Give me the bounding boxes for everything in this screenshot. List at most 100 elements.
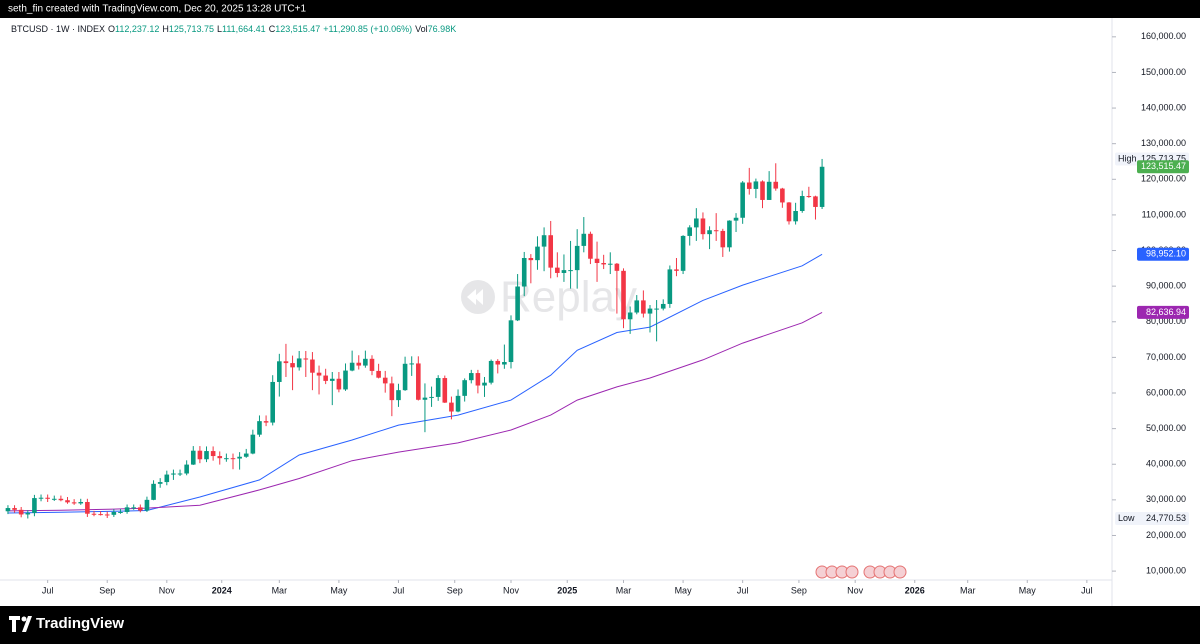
candle-body — [601, 262, 606, 265]
y-tick-label: 50,000.00 — [1146, 423, 1186, 433]
candle-body — [654, 308, 659, 310]
candle-body — [475, 373, 481, 386]
candle-body — [515, 286, 520, 321]
candle-body — [32, 498, 37, 514]
candle-body — [157, 482, 163, 484]
x-tick-label: Jul — [1081, 585, 1093, 595]
candle-body — [416, 363, 421, 400]
ohlc-value: 111,664.41 — [222, 24, 266, 34]
candle-body — [369, 358, 375, 371]
candle-body — [449, 402, 454, 412]
x-tick-label: Mar — [616, 585, 632, 595]
candle-body — [349, 362, 355, 371]
brand-icon-dot — [21, 616, 27, 622]
ohlc-key: H — [162, 24, 169, 34]
ohlc-value: 125,713.75 — [169, 24, 214, 34]
candle-body — [171, 473, 176, 475]
candle-body — [376, 370, 381, 378]
candle-body — [581, 233, 587, 246]
x-tick-label: Nov — [847, 585, 864, 595]
credit: seth_fin created with TradingView.com, D… — [8, 4, 306, 15]
candle-body — [694, 218, 699, 228]
candle-body — [164, 474, 170, 483]
price-marker-box — [1137, 305, 1189, 319]
candle-body — [296, 358, 302, 368]
candle-body — [806, 196, 812, 198]
ohlc-value: 123,515.47 — [275, 24, 320, 34]
candle-body — [204, 451, 209, 460]
x-tick-label: Sep — [99, 585, 115, 595]
candle-body — [614, 263, 620, 271]
chart-area — [0, 18, 1200, 606]
y-tick-label: 80,000.00 — [1146, 316, 1186, 326]
candle-body — [773, 181, 779, 189]
candle-body — [409, 363, 415, 365]
candle-body — [402, 363, 408, 391]
candle-body — [627, 312, 633, 320]
change: +11,290.85 (+10.06%) — [323, 24, 412, 34]
price-marker-label: 24,770.53 — [1146, 513, 1186, 523]
price-marker-label: 125,713.75 — [1141, 153, 1186, 163]
plot: 10,000.00 20,000.00 30,000.00 40,000.00 50,0… — [5, 31, 1189, 595]
brand-logo — [9, 616, 32, 632]
y-tick-label: 110,000.00 — [1142, 209, 1186, 219]
y-tick-label: 30,000.00 — [1146, 494, 1186, 504]
x-tick-label: May — [675, 585, 693, 595]
candle-body — [257, 421, 262, 435]
candle-body — [687, 227, 693, 236]
candle-body — [502, 362, 507, 365]
candle-body — [634, 300, 640, 313]
candle-body — [680, 235, 686, 271]
top-bar — [0, 0, 1200, 18]
candle-body — [720, 230, 726, 248]
candle-body — [85, 501, 90, 514]
x-tick-label: Nov — [159, 585, 176, 595]
candle-body — [482, 382, 487, 386]
candle-body — [707, 230, 712, 235]
candle-body — [5, 508, 11, 512]
candle-body — [495, 360, 501, 365]
y-tick-label: 20,000.00 — [1146, 530, 1186, 540]
x-tick-label: Jul — [737, 585, 749, 595]
candle-body — [541, 235, 547, 247]
candle-body — [78, 501, 84, 504]
x-tick-label: 2025 — [557, 585, 577, 595]
candle-body — [25, 513, 31, 515]
candle-body — [363, 358, 368, 366]
candle-body — [535, 246, 540, 261]
y-tick-label: 90,000.00 — [1146, 281, 1186, 291]
candle-body — [250, 434, 256, 454]
price-marker-box — [1115, 511, 1189, 525]
candle-body — [38, 497, 44, 499]
candle-body — [760, 181, 765, 200]
candle-body — [574, 245, 580, 271]
candle-body — [91, 513, 97, 515]
brand-icon — [9, 616, 32, 632]
x-tick-label: Jul — [42, 585, 54, 595]
candle-body — [144, 499, 150, 511]
x-tick-label: Nov — [503, 585, 520, 595]
y-tick-label: 120,000.00 — [1141, 174, 1186, 184]
candle-body — [819, 166, 825, 207]
candle-body — [396, 390, 401, 401]
candle-body — [343, 370, 348, 390]
candle-body — [283, 361, 289, 364]
candle-body — [607, 263, 613, 265]
x-tick-label: May — [330, 585, 348, 595]
x-tick-label: 2026 — [905, 585, 925, 595]
event-flag — [845, 565, 859, 579]
ohlc-key: L — [217, 24, 222, 34]
event-flags — [815, 565, 907, 579]
volume-key: Vol — [415, 24, 428, 34]
x-tick-label: May — [1019, 585, 1037, 595]
candle-body — [45, 497, 50, 499]
candle-body — [455, 395, 461, 412]
y-tick-label: 60,000.00 — [1146, 387, 1186, 397]
legend-line: BTCUSD · 1W · INDEX O112,237.12 H125,713.7… — [11, 24, 456, 34]
candle-body — [422, 397, 428, 400]
brand-name: TradingView — [36, 615, 124, 632]
candle-body — [58, 498, 64, 501]
candle-body — [98, 514, 103, 516]
candle-body — [316, 372, 322, 376]
